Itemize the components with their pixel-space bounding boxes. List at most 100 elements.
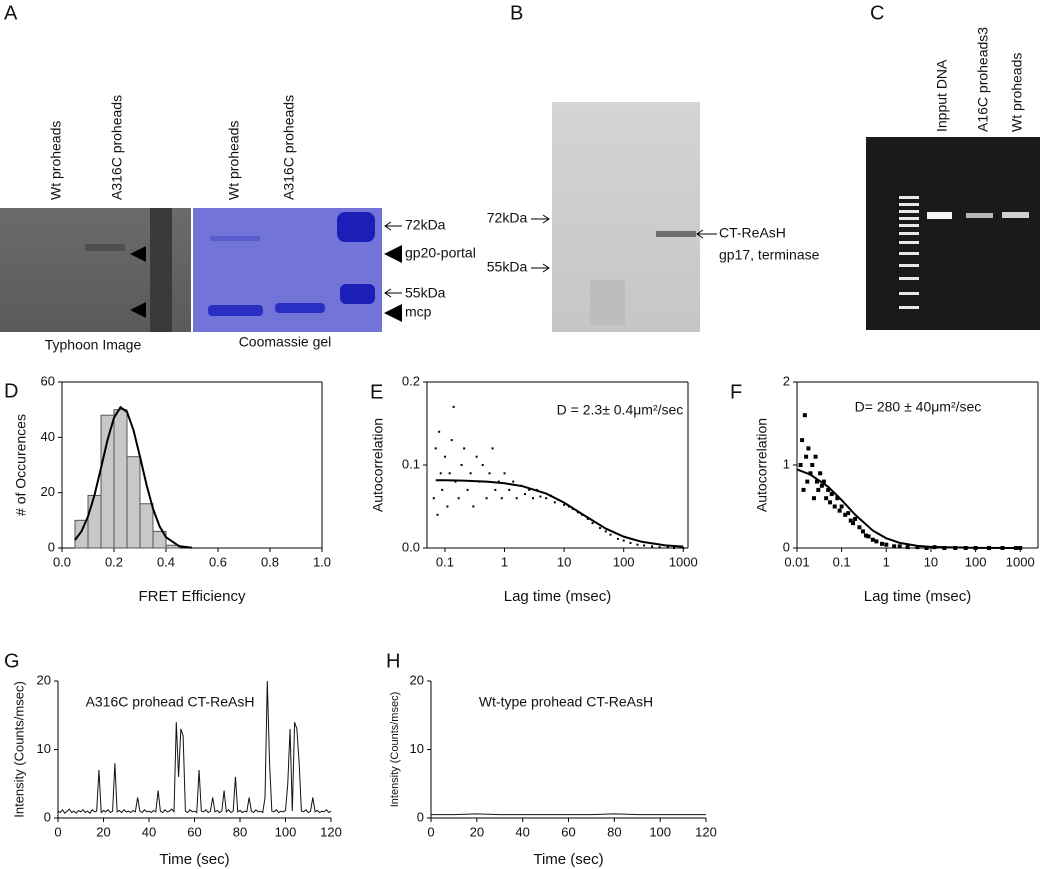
data-point: [497, 480, 500, 483]
histogram-bar: [126, 456, 141, 549]
data-point: [450, 439, 453, 442]
data-point: [629, 542, 632, 545]
data-point: [866, 534, 871, 539]
panel-letter: G: [4, 650, 20, 672]
y-tick-label: 20: [41, 484, 55, 499]
data-point: [800, 438, 805, 443]
data-point: [481, 464, 484, 466]
data-point: [798, 463, 803, 467]
annotation: D= 280 ± 40μm²/sec: [855, 399, 982, 415]
data-point: [853, 516, 858, 521]
arrow: [542, 214, 550, 224]
data-point: [528, 488, 531, 491]
data-point: [804, 454, 809, 459]
data-point: [434, 447, 437, 450]
data-point: [439, 472, 442, 475]
marker-label: gp20-portal: [405, 245, 476, 261]
x-axis-label: Time (sec): [159, 851, 229, 868]
gel-band: [966, 213, 993, 218]
x-tick-label: 1: [883, 554, 890, 569]
x-tick-label: 0.1: [436, 554, 454, 569]
marker-label: mcp: [405, 304, 432, 320]
band-label: gp17, terminase: [719, 247, 820, 263]
data-point: [682, 547, 685, 549]
data-point: [591, 522, 594, 525]
x-tick-label: 0.1: [833, 554, 851, 569]
data-point: [539, 495, 542, 498]
data-point: [643, 544, 646, 547]
data-point: [512, 480, 515, 483]
data-point: [500, 497, 503, 500]
trace: [431, 813, 706, 816]
data-point: [821, 479, 826, 484]
arrowhead: [130, 246, 146, 262]
data-point: [598, 527, 601, 530]
data-point: [432, 497, 435, 500]
x-tick-label: 0.01: [784, 554, 809, 569]
data-point: [472, 505, 475, 508]
x-tick-label: 1: [501, 554, 508, 569]
data-point: [651, 545, 654, 548]
data-point: [828, 500, 833, 505]
data-point: [819, 483, 824, 488]
gel: [866, 137, 1040, 330]
x-tick-label: 20: [470, 824, 484, 839]
arrowhead: [130, 302, 146, 318]
lane-label: Wt proheads: [48, 121, 64, 200]
data-point: [609, 533, 612, 536]
data-point: [870, 537, 875, 542]
x-tick-label: 80: [233, 824, 247, 839]
data-point: [897, 544, 902, 549]
data-point: [915, 545, 920, 550]
gel-smear: [590, 280, 625, 325]
data-point: [666, 546, 669, 549]
histogram-bar: [100, 414, 115, 549]
data-point: [1018, 546, 1023, 550]
histogram-bar: [74, 519, 89, 549]
x-tick-label: 40: [142, 824, 156, 839]
data-point: [813, 454, 818, 459]
x-tick-label: 20: [96, 824, 110, 839]
y-tick-label: 20: [37, 672, 51, 687]
panel-letter: F: [730, 381, 742, 403]
panel-letter: A: [4, 2, 18, 24]
panel-letter: B: [510, 2, 523, 24]
data-point: [523, 493, 526, 496]
data-point: [485, 497, 488, 500]
data-point: [443, 455, 446, 458]
y-tick-label: 0.2: [402, 373, 420, 388]
data-point: [604, 530, 607, 533]
gel-band: [85, 244, 125, 251]
data-point: [452, 405, 455, 408]
data-point: [491, 447, 494, 450]
x-tick-label: 120: [695, 824, 717, 839]
data-point: [545, 497, 548, 500]
data-point: [816, 487, 821, 492]
x-tick-label: 1.0: [313, 554, 331, 569]
data-point: [835, 496, 840, 501]
data-point: [636, 543, 639, 546]
gel-lane: [150, 208, 172, 332]
x-tick-label: 100: [613, 554, 635, 569]
x-tick-label: 100: [649, 824, 671, 839]
x-tick-label: 60: [187, 824, 201, 839]
x-tick-label: 0.0: [53, 554, 71, 569]
histogram-bar: [152, 530, 167, 549]
data-point: [806, 446, 811, 451]
x-axis-label: Time (sec): [533, 851, 603, 868]
trace: [57, 680, 332, 814]
data-point: [905, 545, 910, 550]
lane-label: Wt proheads: [1009, 53, 1025, 132]
data-point: [457, 497, 460, 500]
data-point: [879, 541, 884, 546]
data-point: [454, 480, 457, 483]
gel-band: [656, 231, 696, 237]
gel-band: [208, 305, 263, 316]
data-point: [469, 472, 472, 475]
histogram-bar: [139, 503, 154, 549]
panel-letter: C: [870, 2, 884, 24]
data-point: [658, 546, 661, 549]
x-tick-label: 0.8: [261, 554, 279, 569]
y-tick-label: 60: [41, 373, 55, 388]
